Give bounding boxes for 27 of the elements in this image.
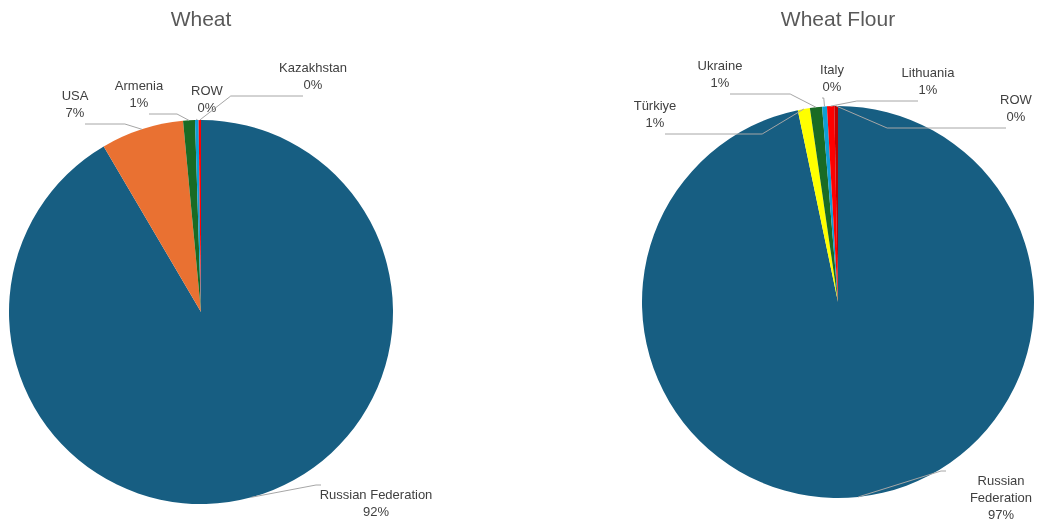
slice-label: Lithuania xyxy=(901,65,956,80)
slice-label: Ukraine xyxy=(697,58,743,73)
pie-slice xyxy=(809,106,838,302)
data-label: 1% xyxy=(129,95,149,110)
slice-label: Kazakhstan xyxy=(279,60,347,75)
slice-label: ROW xyxy=(191,83,224,98)
data-label: 0% xyxy=(197,100,217,115)
data-label: 1% xyxy=(710,75,730,90)
data-label: 0% xyxy=(1006,109,1026,124)
slice-label: Armenia xyxy=(114,78,164,93)
pie-slice xyxy=(103,120,201,312)
data-label: 7% xyxy=(65,105,85,120)
data-label: 1% xyxy=(918,82,938,97)
data-label: 92% xyxy=(362,504,390,519)
slice-label: ROW xyxy=(1000,92,1033,107)
slice-label: Russian Federation xyxy=(969,473,1033,505)
data-label: 0% xyxy=(303,77,323,92)
slice-label: Russian Federation xyxy=(319,487,433,502)
pie-slice xyxy=(797,108,838,302)
data-label: 97% xyxy=(987,507,1015,522)
data-label: 1% xyxy=(645,115,665,130)
chart-title: Wheat Flour xyxy=(780,7,896,30)
slice-label: USA xyxy=(61,88,89,103)
slice-label: Türkiye xyxy=(633,98,677,113)
slice-label: Italy xyxy=(820,62,845,77)
data-label: 0% xyxy=(822,79,842,94)
chart-title: Wheat xyxy=(170,7,232,30)
